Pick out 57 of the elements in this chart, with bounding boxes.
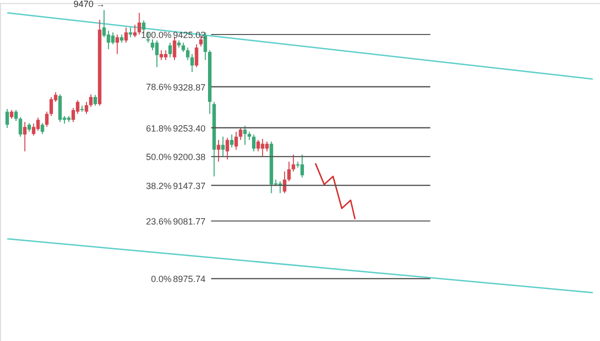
annotation: 9470 →	[74, 0, 106, 10]
candlestick	[142, 20, 146, 33]
candlestick	[292, 154, 296, 172]
y2-tick-label: 78.6%	[146, 82, 172, 92]
y2-tick-label: 38.2%	[146, 180, 172, 191]
candlestick	[252, 134, 256, 152]
candlestick	[40, 122, 44, 134]
candlestick	[282, 170, 286, 194]
candlestick	[243, 125, 247, 146]
candlestick	[124, 26, 128, 44]
y-tick-label: 9147.37	[172, 180, 206, 191]
candlestick	[18, 116, 22, 138]
candlestick	[133, 24, 137, 38]
candlestick	[216, 139, 220, 162]
candlestick	[23, 122, 27, 152]
candlestick	[260, 138, 264, 158]
candlestick	[230, 134, 234, 148]
y-tick-label: 8975.74	[172, 274, 206, 284]
candlestick	[150, 38, 154, 51]
candlestick	[226, 137, 230, 160]
candlestick	[128, 26, 132, 38]
candlestick	[204, 32, 208, 61]
candlestick	[300, 154, 304, 178]
candlestick	[238, 127, 242, 140]
candlestick	[221, 136, 225, 158]
candlestick	[84, 101, 88, 114]
candlestick	[182, 42, 186, 52]
candlestick	[5, 108, 9, 128]
candlestick	[14, 110, 18, 122]
candlestick	[164, 50, 168, 61]
candlestick	[36, 117, 40, 132]
candlestick	[186, 47, 190, 61]
candlestick	[265, 141, 269, 152]
y-tick-label: 9081.77	[172, 216, 206, 227]
candlestick	[194, 44, 198, 68]
candlestick	[234, 131, 238, 150]
y-tick-label: 9200.38	[172, 152, 206, 162]
y-tick-label: 9253.40	[172, 123, 206, 134]
candlestick	[172, 36, 176, 61]
y-tick-label: 9328.87	[172, 82, 206, 92]
y2-tick-label: 50.0%	[146, 152, 172, 162]
candlestick	[94, 94, 98, 106]
candlestick	[190, 54, 194, 73]
y2-tick-label: 0.0%	[150, 274, 172, 284]
candlestick	[106, 30, 110, 50]
candlestick	[45, 111, 49, 128]
candlestick	[116, 34, 120, 55]
candlestick	[168, 42, 172, 58]
y2-tick-label: 61.8%	[146, 123, 172, 134]
candlestick	[58, 94, 62, 123]
candlestick	[138, 12, 142, 36]
candlestick	[287, 161, 291, 182]
candlestick	[155, 40, 159, 68]
candlestick	[89, 94, 93, 108]
line-series	[314, 162, 356, 220]
candlestick	[160, 50, 164, 61]
y2-tick-label: 23.6%	[146, 216, 172, 227]
